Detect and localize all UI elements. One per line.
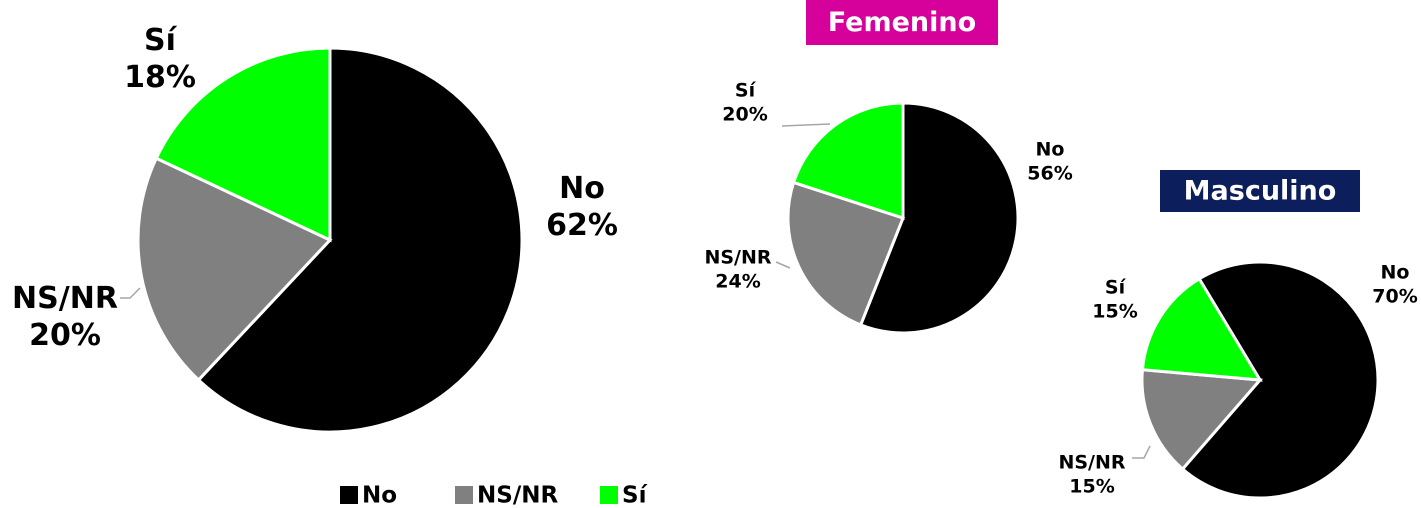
slice-value: 70%	[1372, 285, 1417, 307]
pie-slice	[858, 101, 1020, 335]
pie-slice	[786, 180, 905, 327]
slice-value: 24%	[715, 270, 760, 292]
pie-slice	[136, 156, 333, 383]
pie-slice	[1140, 368, 1264, 472]
pie-slice	[196, 46, 524, 434]
leader-line	[1132, 445, 1151, 459]
pie-slice	[154, 46, 332, 243]
pie-slice	[1180, 260, 1380, 500]
legend-swatch	[600, 486, 618, 504]
legend-label: No	[362, 483, 397, 508]
leader-line	[775, 261, 791, 269]
title-box	[1160, 170, 1360, 212]
leader-line	[120, 287, 141, 299]
legend-swatch	[455, 486, 473, 504]
slice-value: 15%	[1092, 300, 1137, 322]
legend-label: Sí	[622, 483, 648, 508]
slice-value: 18%	[124, 60, 196, 95]
slice-category: Sí	[144, 23, 178, 58]
slice-value: 56%	[1027, 162, 1072, 184]
slice-category: Sí	[1105, 277, 1127, 299]
slice-category: NS/NR	[704, 247, 771, 269]
slice-value: 15%	[1069, 475, 1114, 497]
legend-label: NS/NR	[477, 483, 558, 508]
slice-category: No	[1036, 139, 1065, 161]
slice-category: No	[1381, 262, 1410, 284]
slice-category: NS/NR	[12, 281, 118, 316]
slice-value: 62%	[546, 208, 618, 243]
chart-title: Femenino	[828, 7, 976, 38]
pie-slice	[1140, 276, 1263, 382]
leader-line	[781, 123, 831, 127]
legend-swatch	[340, 486, 358, 504]
chart-title: Masculino	[1184, 176, 1337, 207]
slice-category: Sí	[735, 80, 757, 102]
slice-value: 20%	[722, 103, 767, 125]
slice-category: NS/NR	[1058, 452, 1125, 474]
slice-category: No	[559, 171, 605, 206]
slice-value: 20%	[29, 318, 101, 353]
pie-slice	[791, 101, 905, 221]
title-box	[806, 0, 998, 45]
